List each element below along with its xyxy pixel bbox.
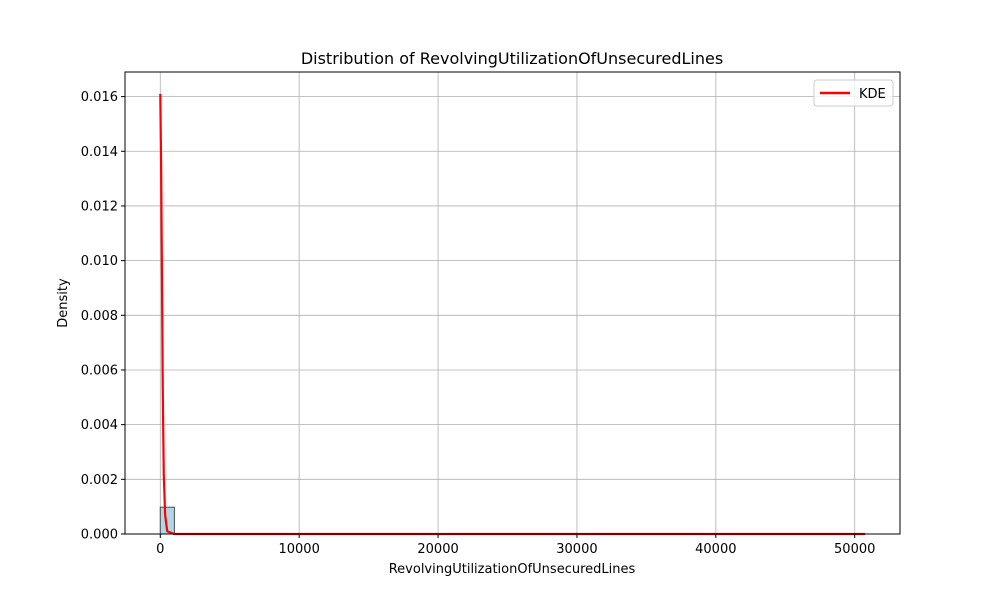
x-axis-label: RevolvingUtilizationOfUnsecuredLines [389,562,636,577]
y-tick-label: 0.000 [81,528,118,543]
y-tick-label: 0.002 [81,473,118,488]
y-tick-label: 0.008 [81,309,118,324]
grid [125,72,900,535]
legend-box [813,79,894,107]
y-tick-label: 0.010 [81,254,118,269]
x-tick-label: 40000 [695,542,736,557]
x-tick-label: 0 [156,542,164,557]
plot-area [125,72,900,534]
x-tick-label: 50000 [834,542,875,557]
plot-frame [124,71,901,535]
y-tick-label: 0.014 [81,145,118,160]
x-tick-label: 10000 [278,542,319,557]
x-axis-ticks: 0 10000 20000 30000 40000 50000 [156,534,875,557]
legend-kde-label: KDE [859,87,886,102]
y-tick-label: 0.016 [81,90,118,105]
x-tick-label: 20000 [417,542,458,557]
chart-title: Distribution of RevolvingUtilizationOfUn… [301,49,723,68]
y-tick-label: 0.012 [81,199,118,214]
y-axis-label: Density [56,278,71,328]
legend: KDE [813,79,894,107]
y-tick-label: 0.006 [81,363,118,378]
y-axis-ticks: 0.000 0.002 0.004 0.006 0.008 0.010 0.012 0.014… [81,90,125,543]
x-tick-label: 30000 [556,542,597,557]
y-tick-label: 0.004 [81,418,118,433]
